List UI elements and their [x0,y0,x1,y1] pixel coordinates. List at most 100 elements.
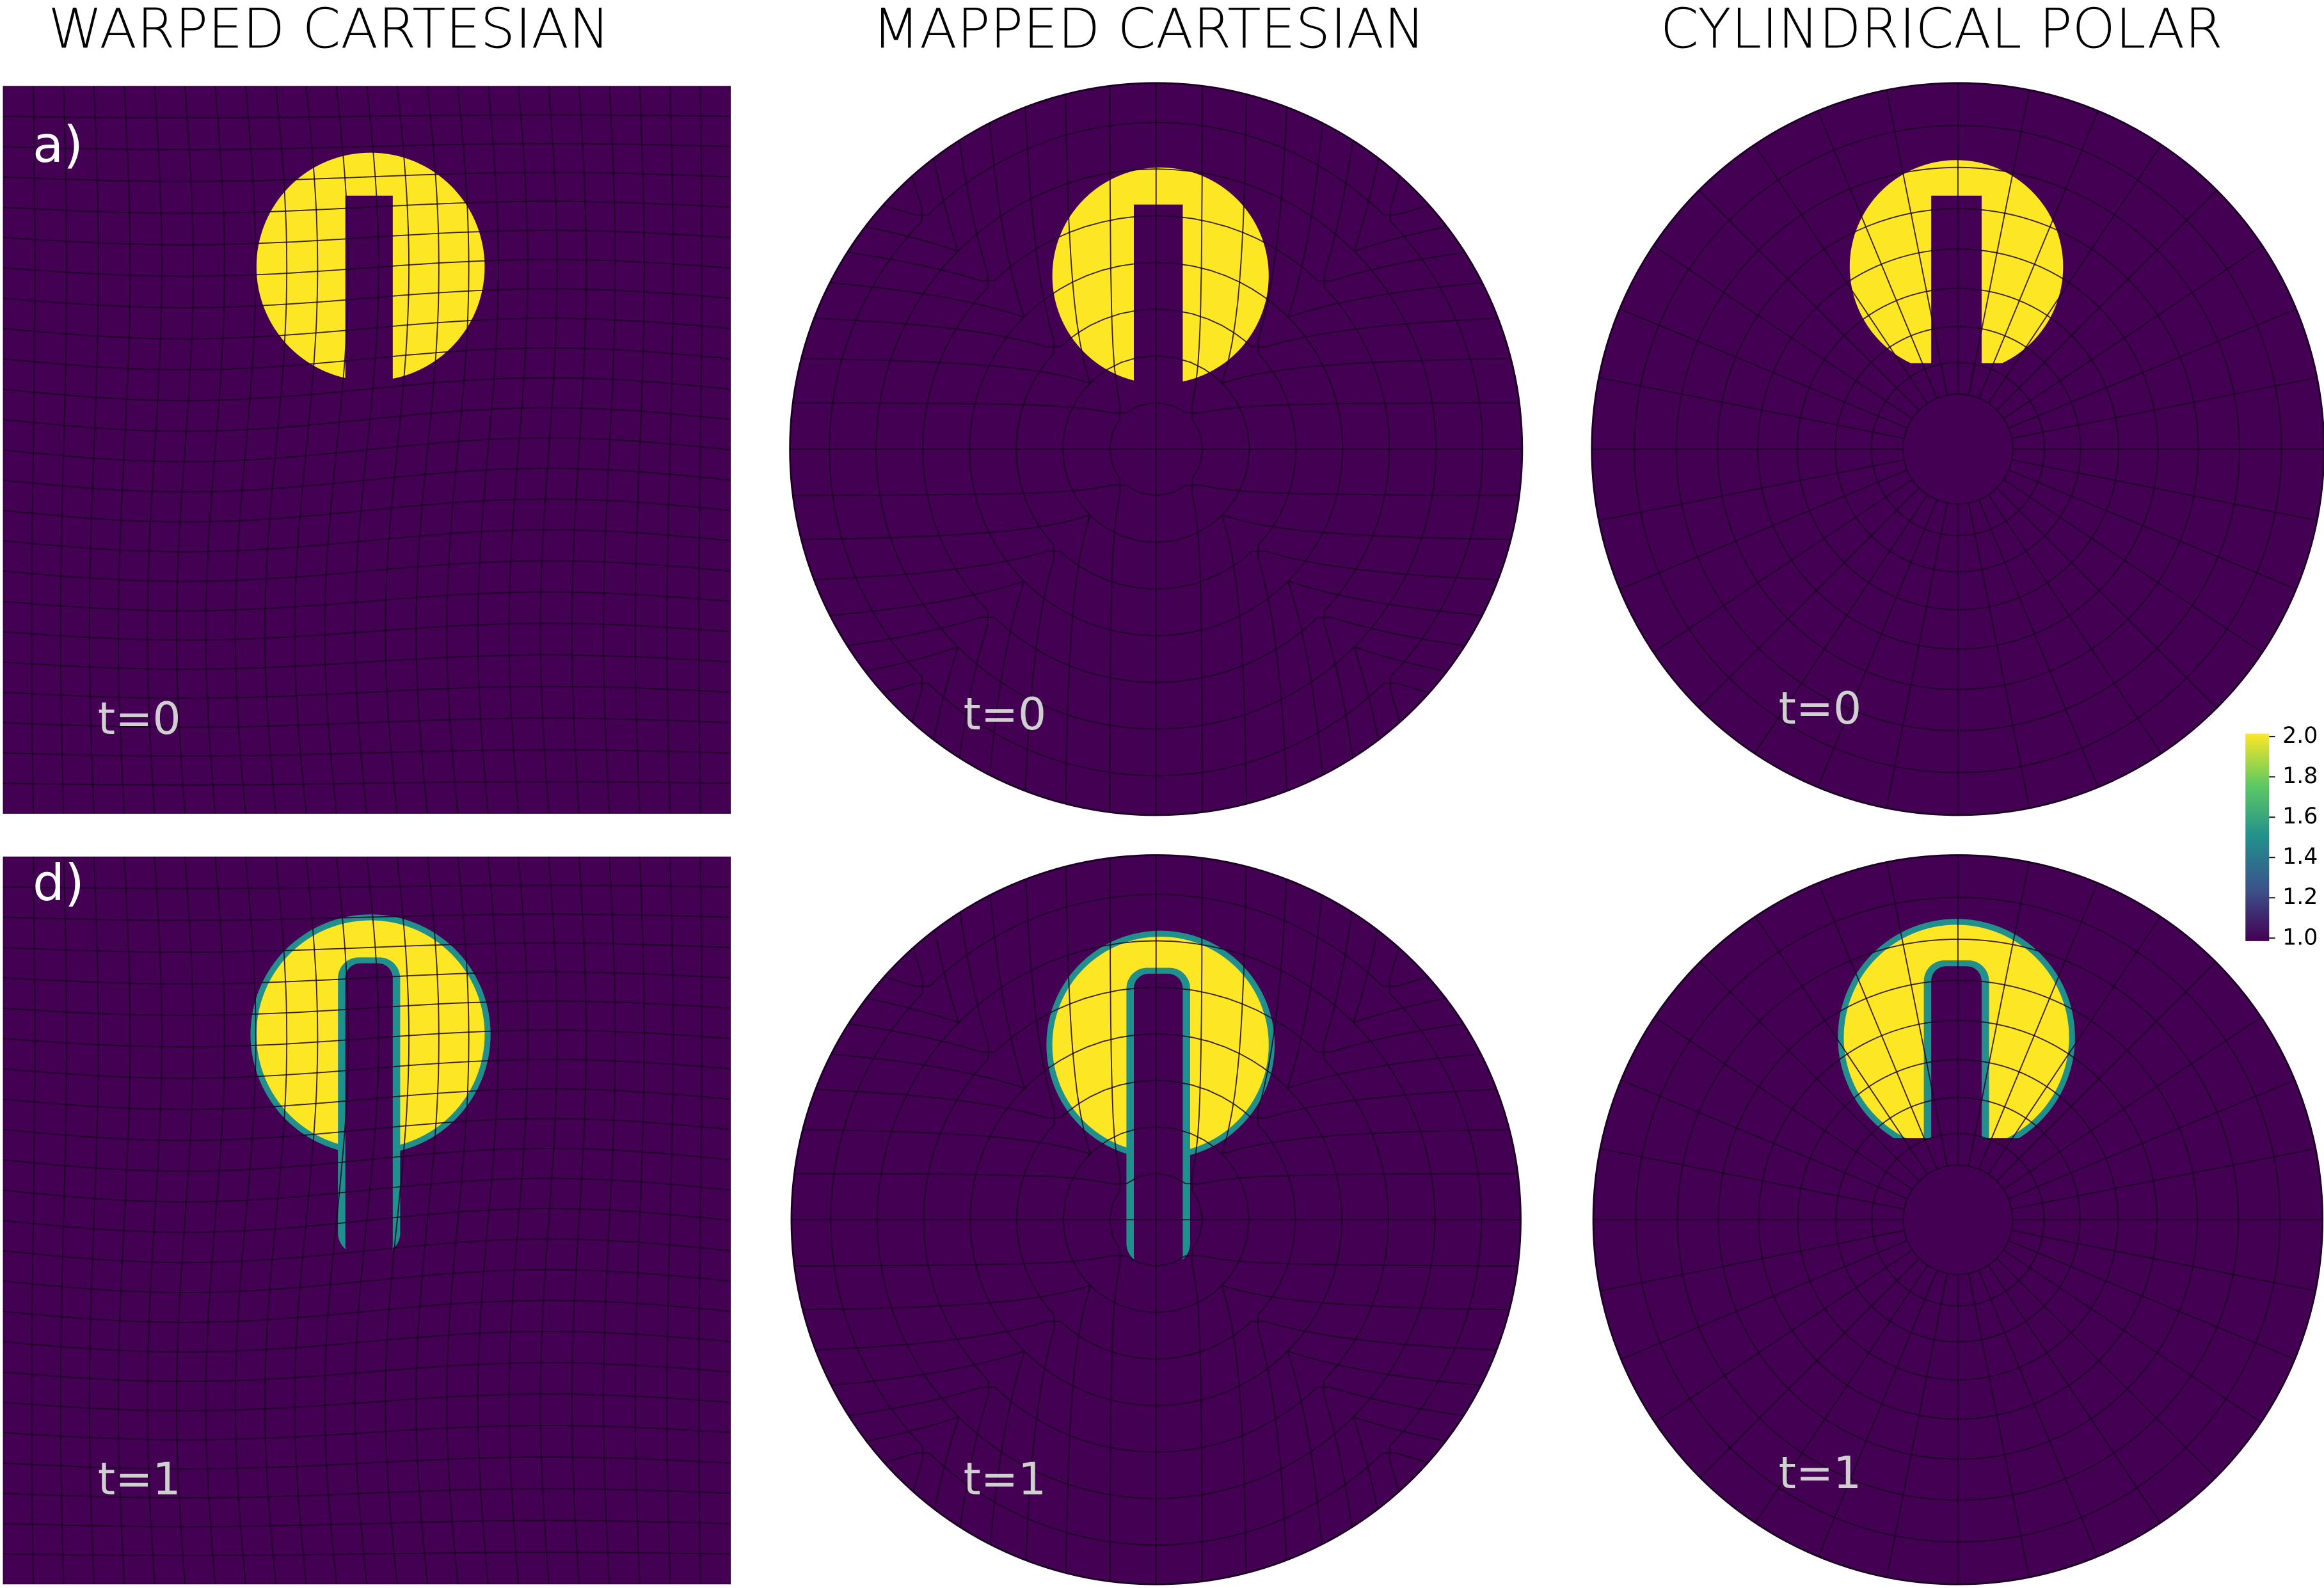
time-label: t=0 [1779,683,1862,734]
mesh-line [1619,469,1907,590]
mesh-line [603,86,616,814]
mesh-line [2003,1017,2262,1190]
mesh-line [1817,882,1938,1170]
mesh-line [3,971,731,985]
mesh-line [60,856,68,1585]
mesh-line [1755,916,1929,1175]
mesh-line [117,86,131,814]
mesh-line [1996,961,2217,1182]
mesh-line [875,683,1438,777]
mesh-line [3,1000,731,1017]
mesh-line [88,856,99,1585]
mesh-line [264,856,288,1585]
mesh-line [147,856,163,1585]
mesh-line [790,484,1522,496]
colorbar-tick-label: 1.6 [2282,804,2318,829]
mesh-line [1600,1230,1905,1292]
mesh-line [3,347,731,370]
mesh-line [117,856,131,1585]
mesh-line [3,1118,731,1141]
mesh-line [1221,86,1250,811]
mesh-line [1699,961,1920,1182]
mesh-line [571,86,587,814]
mesh-line [666,86,674,814]
mesh-line [1389,939,1483,1500]
mesh-line [1987,144,2162,404]
field-shape [1778,919,2135,1316]
mesh-line [508,856,529,1585]
mesh-line [3,717,731,728]
panel: f ) t=1 [1592,854,2324,1585]
mesh-line [1191,855,1204,1585]
mesh-line [1996,487,2218,709]
colorbar-tick-label: 1.2 [2282,884,2318,910]
mesh-line [3,258,731,277]
mesh-line [1978,882,2098,1170]
mesh-line [1191,83,1204,816]
mesh-line [1653,479,1913,653]
mesh-line [1390,168,1484,731]
mesh-line [3,654,731,671]
mesh-line [858,1416,1454,1500]
mesh-line [2008,308,2296,429]
mesh-line [1817,110,1938,399]
mesh-line [3,1488,731,1499]
panel: c) t=0 [1591,82,2324,816]
mesh-line [1754,144,1928,404]
mesh-line [3,1177,731,1203]
mesh-line [1987,916,2161,1175]
mesh-line [324,856,349,1585]
mesh-line [3,1269,731,1294]
field-cut [1778,363,2135,541]
mesh-line [3,230,731,246]
mesh-line [60,86,68,814]
mesh-line [3,1393,731,1411]
mesh-line [1287,115,1344,783]
mesh-line [2008,1079,2295,1200]
mesh-line [2011,377,2318,440]
mesh-line [446,86,470,814]
mesh-line [1621,1079,1908,1200]
mesh-line [795,1285,1517,1314]
mesh-line [1996,1258,2217,1478]
mesh-line [1698,189,1920,411]
mesh-line [3,884,731,889]
mesh-line [823,1350,1489,1406]
mesh-line [1621,1240,1908,1360]
mesh-line [1978,499,2099,788]
panel-label: d) [33,854,84,912]
mesh-line [3,1059,731,1079]
mesh-line [477,86,499,814]
panel-content [790,83,1522,816]
colorbar-tick-label: 1.8 [2282,763,2318,789]
mesh-line [808,1321,1504,1360]
mesh-line [3,686,731,699]
mesh-line [2011,459,2318,521]
mesh-line [3,468,731,493]
mesh-line [446,856,470,1585]
field-slot [1133,204,1183,501]
panel: a) t=0 [3,86,731,814]
mesh-line [634,856,645,1585]
mesh-line [3,317,731,340]
mesh-line [840,1386,1472,1453]
mesh-line [234,856,257,1585]
mesh-line [3,1331,731,1353]
mesh-line [603,856,616,1585]
mesh-line [1619,308,1907,429]
mesh-line [2003,245,2263,419]
mesh-line [1221,859,1250,1581]
mesh-line [31,86,36,814]
mesh-line [1698,487,1920,709]
mesh-line [175,856,194,1585]
mesh-line [3,1238,731,1264]
mesh-line [539,856,558,1585]
time-label: t=0 [964,689,1047,740]
panel: e) t=1 [790,854,1522,1585]
mesh-line [698,856,703,1585]
mesh-line [1996,189,2218,411]
mesh-line [1353,150,1437,749]
panel-label: f ) [1653,893,1706,952]
mesh-line [264,86,288,814]
mesh-line [1978,110,2099,399]
